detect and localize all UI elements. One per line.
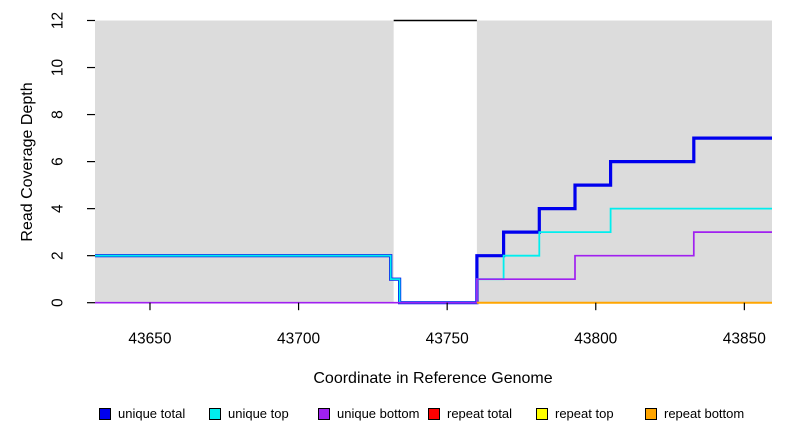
x-tick-label: 43750 [426, 331, 469, 348]
y-tick-label: 8 [49, 110, 66, 119]
y-tick-label: 0 [49, 298, 66, 307]
legend-swatch-icon [209, 407, 221, 420]
y-axis-title: Read Coverage Depth [19, 82, 36, 242]
x-axis-title: Coordinate in Reference Genome [313, 370, 553, 387]
y-tick-label: 6 [49, 157, 66, 166]
legend-item-unique-bottom: unique bottom [318, 406, 419, 421]
legend-label: repeat total [447, 406, 513, 421]
x-tick-label: 43650 [128, 331, 171, 348]
x-tick-label: 43700 [277, 331, 320, 348]
legend-label: repeat bottom [664, 406, 745, 421]
series-unique-bottom [95, 231, 772, 304]
legend-label: repeat top [555, 406, 614, 421]
legend-swatch-icon [428, 407, 440, 420]
legend-item-unique-top: unique top [209, 406, 289, 421]
x-tick-label: 43850 [723, 331, 766, 348]
legend-item-unique-total: unique total [99, 406, 185, 421]
legend-swatch-icon [536, 407, 548, 420]
x-tick-label: 43800 [574, 331, 617, 348]
legend: unique total unique top unique bottom repea… [0, 406, 792, 426]
legend-swatch-icon [99, 407, 111, 420]
y-tick-label: 4 [49, 204, 66, 213]
repeat-region-left [95, 20, 394, 303]
legend-item-repeat-total: repeat total [428, 406, 512, 421]
y-tick-label: 12 [49, 12, 66, 29]
legend-label: unique bottom [337, 406, 420, 421]
y-tick-label: 10 [49, 59, 66, 77]
y-tick-label: 2 [49, 251, 66, 260]
legend-label: unique total [118, 406, 186, 421]
legend-swatch-icon [318, 407, 330, 420]
legend-item-repeat-bottom: repeat bottom [645, 406, 744, 421]
legend-label: unique top [228, 406, 289, 421]
legend-item-repeat-top: repeat top [536, 406, 614, 421]
legend-swatch-icon [645, 407, 657, 420]
